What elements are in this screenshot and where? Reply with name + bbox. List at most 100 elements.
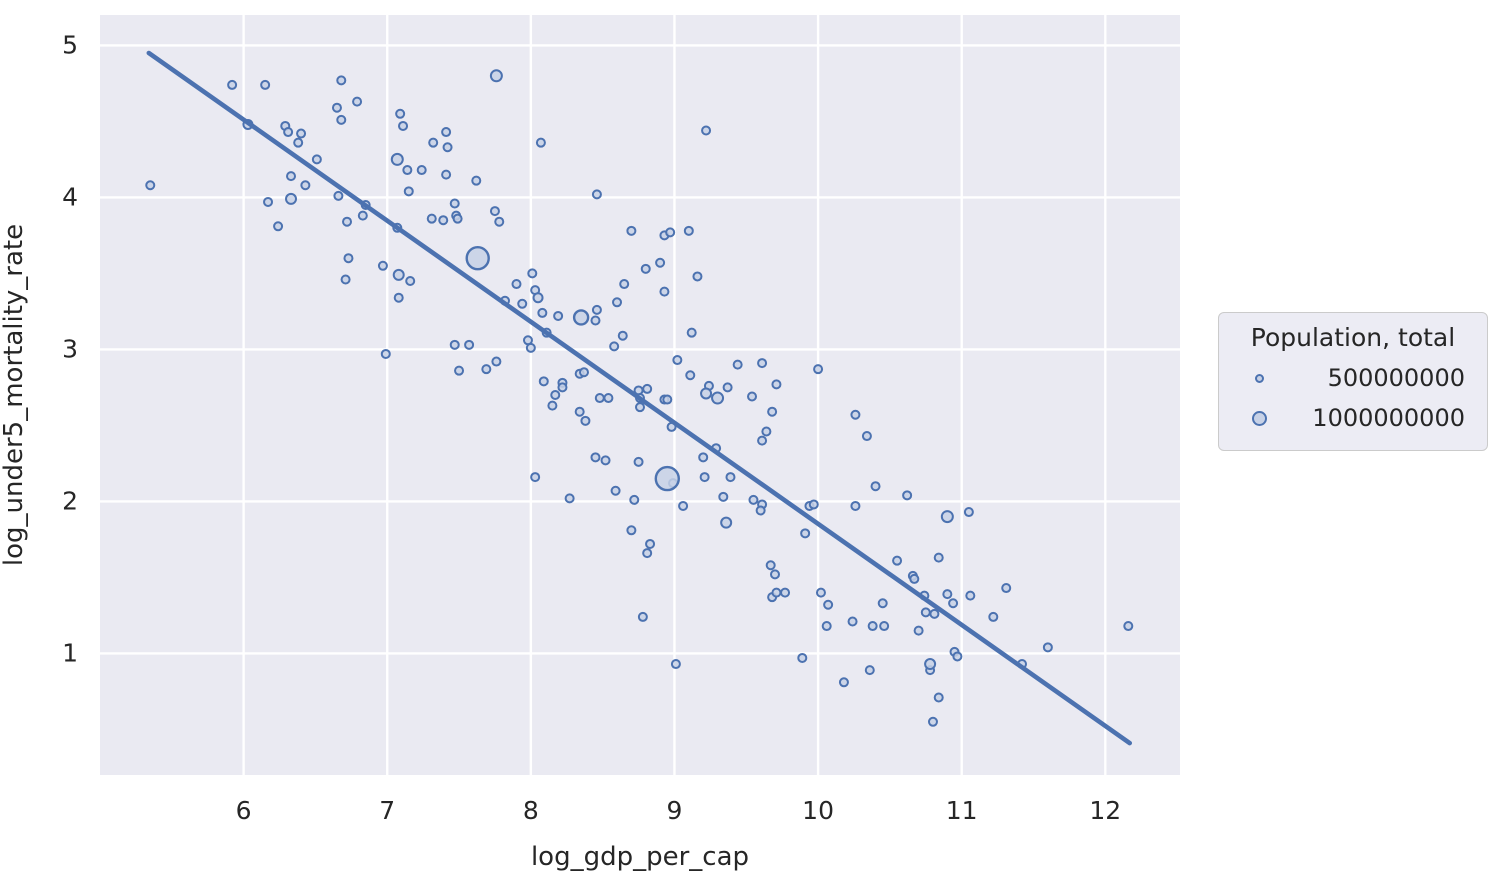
scatter-point (626, 225, 637, 236)
y-tick-label: 4 (62, 182, 78, 212)
scatter-point (933, 692, 944, 703)
scatter-point (609, 341, 620, 352)
scatter-point (965, 590, 976, 601)
scatter-point (610, 485, 621, 496)
scatter-point (1001, 583, 1012, 594)
scatter-point (300, 180, 311, 191)
legend: Population, total 500000000 1000000000 (1218, 312, 1488, 451)
scatter-point (377, 260, 388, 271)
scatter-point (870, 481, 881, 492)
scatter-point (564, 493, 575, 504)
scatter-point (686, 327, 697, 338)
scatter-point (757, 358, 768, 369)
scatter-point (847, 616, 858, 627)
scatter-point (920, 607, 931, 618)
scatter-point (489, 69, 503, 83)
scatter-point (357, 210, 368, 221)
scatter-point (718, 491, 729, 502)
scatter-point (535, 137, 546, 148)
y-tick-label: 1 (62, 638, 78, 668)
scatter-point (296, 128, 307, 139)
scatter-point (352, 96, 363, 107)
scatter-point (683, 225, 694, 236)
scatter-point (333, 190, 344, 201)
scatter-point (494, 216, 505, 227)
scatter-point (765, 560, 776, 571)
scatter-point (909, 573, 920, 584)
scatter-point (442, 142, 453, 153)
scatter-point (342, 216, 353, 227)
scatter-point (879, 621, 890, 632)
scatter-point (770, 569, 780, 580)
scatter-point (426, 213, 437, 224)
scatter-point (678, 500, 689, 511)
scatter-point (591, 189, 602, 200)
scatter-point (612, 297, 623, 308)
scatter-point (491, 356, 502, 367)
y-tick-label: 3 (62, 334, 78, 364)
scatter-point (626, 525, 637, 536)
scatter-point (449, 198, 460, 209)
scatter-point (771, 379, 782, 390)
scatter-point (850, 500, 861, 511)
regression-line (146, 50, 1133, 746)
scatter-point (590, 315, 601, 326)
scatter-point (547, 400, 558, 411)
x-tick-label: 12 (1089, 796, 1122, 825)
scatter-point (748, 494, 759, 505)
scatter-point (1042, 642, 1053, 653)
scatter-point (701, 125, 712, 136)
scatter-point (700, 387, 713, 400)
scatter-point (481, 364, 492, 375)
scatter-point (405, 276, 416, 286)
scatter-point (594, 393, 605, 404)
scatter-point (553, 310, 564, 321)
scatter-point (642, 548, 653, 559)
scatter-point (465, 246, 490, 271)
scatter-point (471, 175, 482, 186)
scatter-point (725, 472, 736, 483)
scatter-point (530, 472, 541, 483)
legend-marker-large-icon (1233, 410, 1285, 426)
scatter-point (732, 359, 743, 370)
legend-title: Population, total (1250, 323, 1456, 352)
scatter-point (591, 304, 602, 315)
scatter-point (924, 658, 937, 671)
scatter-point (464, 339, 475, 350)
scatter-point (537, 307, 548, 318)
scatter-point (813, 364, 824, 375)
scatter-point (892, 555, 903, 566)
scatter-point (800, 528, 811, 539)
scatter-point (877, 598, 888, 609)
x-tick-label: 6 (235, 796, 252, 825)
scatter-point (293, 137, 304, 148)
scatter-point (525, 342, 536, 353)
scatter-point (260, 79, 271, 90)
legend-entry-label: 500000000 (1327, 364, 1465, 392)
scatter-point (838, 677, 849, 688)
scatter-point (438, 215, 449, 226)
scatter-point (441, 169, 452, 180)
scatter-point (557, 382, 568, 393)
scatter-point (590, 452, 601, 463)
scatter-point (452, 213, 463, 224)
scatter-point (403, 186, 414, 197)
scatter-point (654, 465, 680, 492)
scatter-point (640, 263, 651, 274)
scatter-point (633, 456, 644, 467)
scatter-point (771, 587, 782, 598)
scatter-point (861, 431, 872, 442)
legend-marker-small-icon (1233, 373, 1285, 383)
scatter-point (283, 127, 294, 138)
scatter-point (637, 611, 648, 622)
legend-entry: 500000000 (1233, 358, 1473, 398)
scatter-point (761, 426, 772, 437)
legend-entry-label: 1000000000 (1312, 404, 1465, 432)
scatter-point (538, 376, 549, 387)
scatter-point (619, 279, 630, 290)
scatter-point (755, 505, 766, 516)
scatter-point (572, 309, 590, 326)
scatter-point (642, 383, 653, 394)
scatter-point (927, 716, 938, 727)
